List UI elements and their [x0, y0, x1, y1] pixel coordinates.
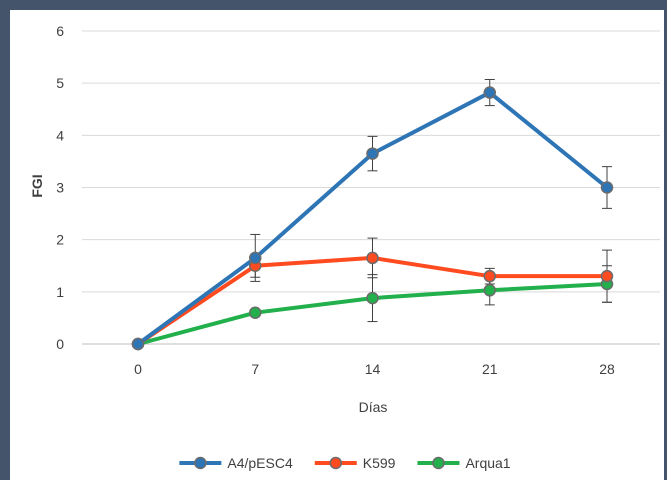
data-point	[249, 251, 262, 265]
x-axis-tick-labels: 0 7 14 21 28	[134, 361, 615, 377]
y-axis-title: FGI	[29, 174, 45, 197]
legend-label: Arqua1	[465, 455, 510, 471]
x-tick-label: 7	[251, 361, 259, 377]
legend: A4/pESC4 K599 Arqua1	[179, 455, 511, 471]
y-tick-label: 4	[56, 127, 64, 143]
data-point	[483, 284, 496, 297]
data-point	[249, 306, 262, 319]
series-points	[131, 86, 614, 351]
y-axis-tick-labels: 0 1 2 3 4 5 6	[56, 23, 64, 352]
x-tick-label: 21	[482, 361, 498, 377]
y-tick-label: 1	[56, 284, 64, 300]
y-tick-label: 6	[56, 23, 64, 39]
data-point	[131, 337, 145, 351]
data-point	[366, 291, 379, 305]
data-point	[483, 269, 496, 283]
y-tick-label: 0	[56, 336, 64, 352]
data-point	[600, 181, 614, 194]
x-tick-label: 14	[365, 361, 381, 377]
x-tick-label: 0	[134, 361, 142, 377]
legend-marker	[329, 456, 343, 470]
data-point	[600, 269, 614, 283]
x-axis-title: Días	[359, 399, 388, 415]
legend-marker	[432, 456, 445, 470]
legend-label: A4/pESC4	[227, 455, 293, 471]
y-tick-label: 3	[56, 180, 64, 196]
data-point	[483, 86, 496, 99]
x-tick-label: 28	[599, 361, 615, 377]
grid-lines	[82, 30, 660, 345]
legend-label: K599	[363, 455, 396, 471]
legend-marker	[194, 456, 207, 470]
data-point	[366, 147, 379, 160]
y-tick-label: 5	[56, 75, 64, 91]
data-point	[366, 251, 379, 265]
y-tick-label: 2	[56, 232, 64, 248]
